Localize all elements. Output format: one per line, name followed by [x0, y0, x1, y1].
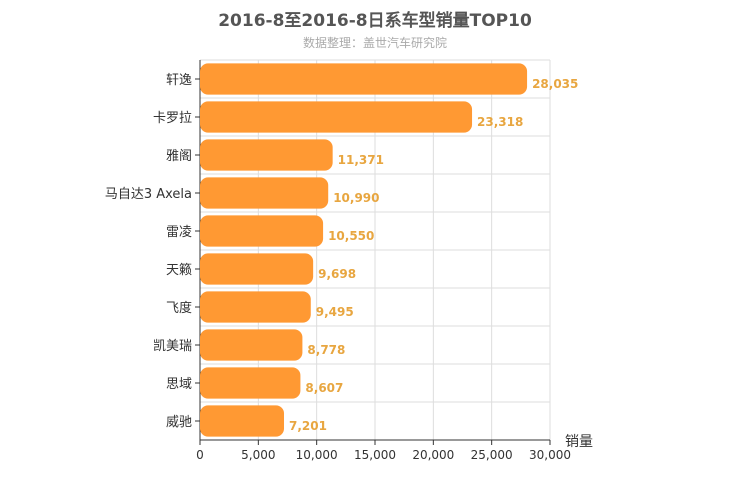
data-label: 7,201 — [289, 419, 327, 433]
category-label: 天籁 — [166, 263, 192, 278]
bar — [200, 215, 324, 247]
category-label: 卡罗拉 — [153, 111, 192, 126]
category-label: 威驰 — [166, 415, 192, 430]
data-label: 23,318 — [477, 115, 523, 129]
bar — [200, 329, 303, 361]
category-label: 凯美瑞 — [153, 339, 192, 354]
bar — [200, 139, 333, 171]
data-label: 8,607 — [305, 381, 343, 395]
data-label: 10,550 — [328, 229, 374, 243]
category-label: 飞度 — [166, 300, 192, 316]
category-label: 马自达3 Axela — [105, 187, 192, 202]
chart-subtitle: 数据整理：盖世汽车研究院 — [302, 36, 447, 50]
bar — [200, 177, 329, 209]
x-tick-label: 20,000 — [412, 448, 454, 462]
x-tick-label: 10,000 — [296, 448, 338, 462]
bar — [200, 253, 314, 285]
category-label: 轩逸 — [166, 73, 192, 88]
x-tick-label: 30,000 — [529, 448, 571, 462]
x-tick-label: 25,000 — [471, 448, 513, 462]
data-label: 28,035 — [532, 77, 578, 91]
x-tick-label: 5,000 — [241, 448, 275, 462]
bar — [200, 405, 285, 437]
x-axis-label: 销量 — [565, 434, 593, 450]
data-label: 10,990 — [333, 191, 379, 205]
x-tick-label: 0 — [196, 448, 204, 462]
bar — [200, 101, 473, 133]
data-label: 11,371 — [338, 153, 384, 167]
data-label: 9,698 — [318, 267, 356, 281]
category-label: 雅阁 — [166, 149, 192, 164]
category-label: 雷凌 — [166, 225, 192, 240]
x-tick-label: 15,000 — [354, 448, 396, 462]
bar — [200, 367, 301, 399]
data-label: 8,778 — [307, 343, 345, 357]
data-label: 9,495 — [316, 305, 354, 319]
bar — [200, 63, 528, 95]
bar — [200, 291, 311, 323]
chart-title: 2016-8至2016-8日系车型销量TOP10 — [218, 11, 532, 31]
category-label: 思域 — [166, 377, 192, 392]
